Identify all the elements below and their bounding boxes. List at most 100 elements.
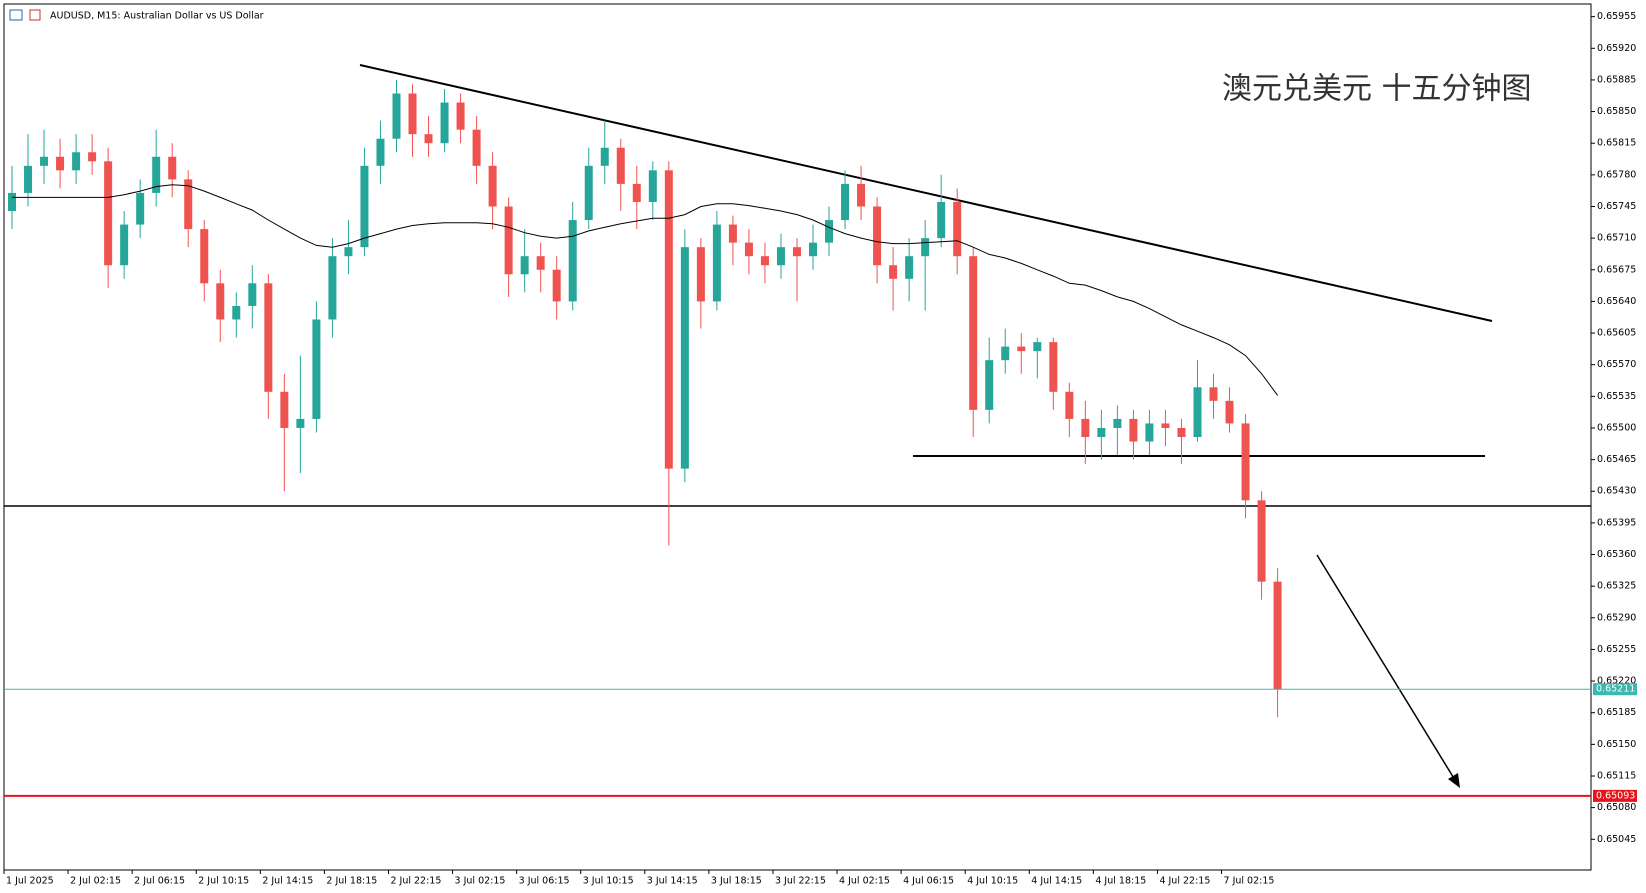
annotation: 澳元兑美元 十五分钟图: [1222, 72, 1532, 107]
x-tick-label: 3 Jul 18:15: [711, 876, 762, 887]
candle-body: [136, 192, 145, 225]
candle-body: [921, 238, 930, 257]
x-tick-label: 2 Jul 14:15: [262, 876, 313, 887]
x-tick-label: 3 Jul 02:15: [455, 876, 506, 887]
y-tick-label: 0.65710: [1597, 233, 1636, 244]
candle-body: [184, 179, 193, 230]
y-tick-label: 0.65045: [1597, 834, 1636, 845]
candle-body: [857, 183, 866, 207]
x-tick-label: 2 Jul 10:15: [198, 876, 249, 887]
candle-body: [568, 220, 577, 302]
candle-body: [937, 201, 946, 239]
candle-body: [72, 152, 81, 171]
candle-body: [1113, 418, 1122, 428]
candle-body: [328, 256, 337, 320]
candle-body: [648, 170, 657, 202]
candle-body: [152, 156, 161, 193]
x-tick-label: 4 Jul 10:15: [967, 876, 1018, 887]
icon: [9, 9, 23, 21]
candle-body: [56, 156, 65, 171]
x-tick-label: 3 Jul 06:15: [519, 876, 570, 887]
candle-body: [792, 247, 801, 257]
candle-body: [1049, 342, 1058, 392]
candle-body: [969, 256, 978, 410]
candle-body: [889, 265, 898, 279]
candle-body: [809, 242, 818, 257]
candle-body: [24, 165, 33, 193]
y-tick-label: 0.65150: [1597, 739, 1636, 750]
x-tick-label: 3 Jul 14:15: [647, 876, 698, 887]
x-tick-label: 2 Jul 02:15: [70, 876, 121, 887]
y-tick-label: 0.65780: [1597, 169, 1636, 180]
arrow-head: [1448, 773, 1460, 788]
candle-body: [1257, 500, 1266, 582]
candle-body: [536, 256, 545, 270]
y-tick-label: 0.65745: [1597, 201, 1636, 212]
candle-body: [1273, 581, 1282, 690]
candle-body: [1193, 387, 1202, 437]
y-tick-label: 0.65500: [1597, 422, 1636, 433]
marks: [8, 79, 1282, 718]
candle-body: [88, 152, 97, 162]
candle-body: [712, 224, 721, 302]
y-tick-label: 0.65955: [1597, 11, 1636, 22]
candle-body: [312, 319, 321, 419]
icon: [29, 9, 41, 21]
candle-body: [8, 192, 17, 212]
candle-body: [552, 269, 561, 302]
x-tick-label: 4 Jul 14:15: [1031, 876, 1082, 887]
x-tick-label: 4 Jul 22:15: [1159, 876, 1210, 887]
price-label-box: [1593, 683, 1637, 696]
candle-body: [744, 242, 753, 257]
x-tick-label: 2 Jul 18:15: [326, 876, 377, 887]
candle-body: [248, 283, 257, 306]
arrow: [1316, 554, 1456, 781]
candle-body: [616, 147, 625, 184]
candle-body: [985, 360, 994, 410]
price-label: 0.65093: [1596, 790, 1635, 801]
price-label-box: [1593, 789, 1637, 802]
y-tick-label: 0.65535: [1597, 391, 1636, 402]
x-tick-label: 3 Jul 22:15: [775, 876, 826, 887]
candle-body: [504, 206, 513, 275]
candle-body: [264, 283, 273, 392]
candle-body: [440, 102, 449, 144]
moving-average: [12, 184, 1279, 396]
candle-body: [1225, 400, 1234, 424]
y-tick-label: 0.65675: [1597, 264, 1636, 275]
candle-body: [873, 206, 882, 266]
candle-body: [296, 418, 305, 428]
candle-body: [520, 256, 529, 275]
y-tick-label: 0.65885: [1597, 74, 1636, 85]
x-tick-label: 3 Jul 10:15: [583, 876, 634, 887]
chart-title: AUDUSD, M15: Australian Dollar vs US Dol…: [50, 11, 264, 22]
y-tick-label: 0.65360: [1597, 549, 1636, 560]
y-tick-label: 0.65465: [1597, 454, 1636, 465]
candle-body: [408, 93, 417, 135]
x-tick-label: 2 Jul 06:15: [134, 876, 185, 887]
candle-body: [456, 102, 465, 130]
candle-body: [104, 161, 113, 266]
x-tick-label: 7 Jul 02:15: [1224, 876, 1275, 887]
candle-body: [1017, 346, 1026, 352]
candle-body: [584, 165, 593, 221]
y-tick-label: 0.65605: [1597, 328, 1636, 339]
candle-body: [1065, 391, 1074, 419]
y-tick-label: 0.65815: [1597, 138, 1636, 149]
candle-body: [1209, 387, 1218, 401]
candle-body: [376, 138, 385, 166]
price-label: 0.65211: [1596, 684, 1635, 695]
candle-body: [360, 165, 369, 248]
candle-body: [632, 183, 641, 202]
candle-body: [760, 256, 769, 266]
plot-frame: [3, 3, 1592, 871]
y-tick-label: 0.65850: [1597, 106, 1636, 117]
candle-body: [1129, 418, 1138, 442]
y-tick-label: 0.65640: [1597, 296, 1636, 307]
candle-body: [728, 224, 737, 243]
candle-body: [1081, 418, 1090, 437]
candle-body: [1241, 423, 1250, 501]
candle-body: [825, 220, 834, 243]
